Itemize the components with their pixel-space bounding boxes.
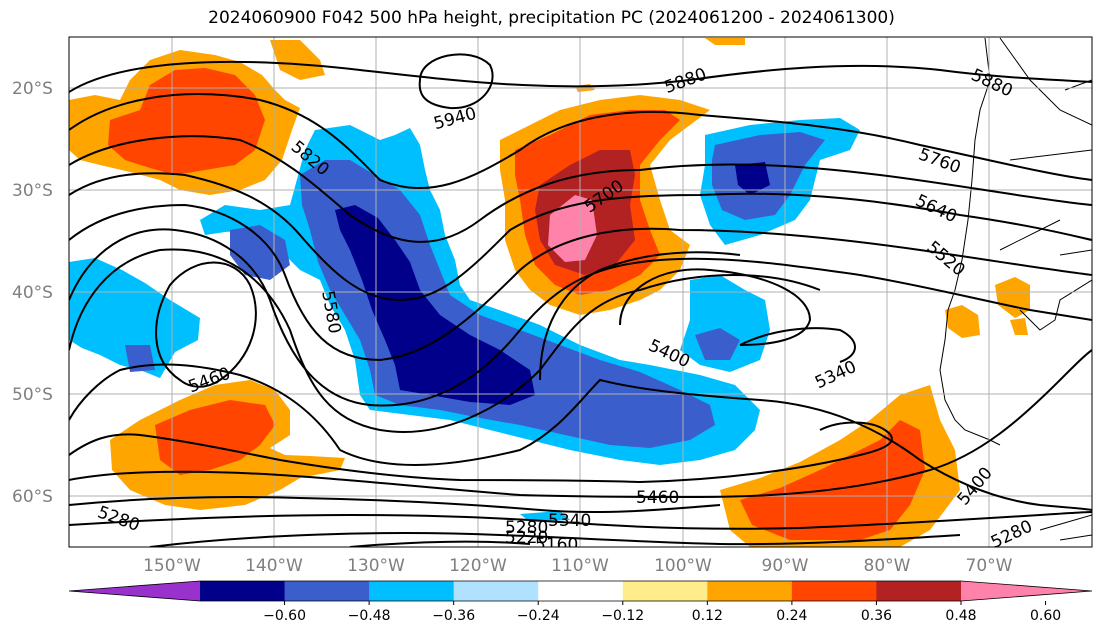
colorbar-cell — [791, 581, 877, 601]
colorbar-tick-label: 0.12 — [692, 608, 723, 624]
colorbar-cell — [369, 581, 455, 601]
colorbar-tick-label: 0.24 — [776, 608, 807, 624]
lat-label: 50°S — [12, 385, 53, 405]
lon-label: 80°W — [864, 556, 911, 576]
colorbar: −0.60 −0.48 −0.36 −0.24 −0.12 0.12 0.24 0.36 0.4… — [68, 580, 1093, 624]
colorbar-outline — [68, 580, 1093, 602]
precip-negative-field — [69, 118, 860, 522]
latitude-labels: 20°S 30°S 40°S 50°S 60°S — [12, 79, 53, 507]
lon-label: 90°W — [762, 556, 809, 576]
lat-label: 30°S — [12, 181, 53, 201]
map-title: 2024060900 F042 500 hPa height, precipit… — [208, 8, 895, 28]
colorbar-cell — [453, 581, 539, 601]
lon-label: 120°W — [449, 556, 507, 576]
lat-label: 40°S — [12, 283, 53, 303]
colorbar-tick-label: −0.24 — [517, 608, 560, 624]
coastline — [939, 37, 1092, 541]
colorbar-cell — [622, 581, 708, 601]
lon-label: 150°W — [143, 556, 201, 576]
colorbar-cell — [284, 581, 370, 601]
precip-positive-field — [69, 38, 1030, 547]
colorbar-cell — [200, 581, 286, 601]
contour-label: 5220 — [505, 528, 548, 548]
map-frame — [68, 36, 1093, 548]
lon-label: 70°W — [966, 556, 1013, 576]
colorbar-tick-label: 0.36 — [861, 608, 892, 624]
colorbar-tick-label: −0.12 — [601, 608, 644, 624]
lon-label: 100°W — [654, 556, 712, 576]
colorbar-tick-label: −0.48 — [348, 608, 391, 624]
colorbar-cell — [876, 581, 962, 601]
lat-label: 20°S — [12, 79, 53, 99]
colorbar-tick-label: 0.48 — [945, 608, 976, 624]
colorbar-cell — [961, 581, 1092, 601]
lat-label: 60°S — [12, 487, 53, 507]
lon-label: 130°W — [347, 556, 405, 576]
colorbar-cell — [538, 581, 624, 601]
colorbar-tick-label: −0.60 — [263, 608, 306, 624]
contour-label: 5460 — [636, 488, 679, 508]
lon-label: 110°W — [551, 556, 609, 576]
contour-label: 5340 — [548, 511, 591, 531]
colorbar-cell — [707, 581, 793, 601]
height-contours — [69, 53, 1092, 547]
colorbar-cell — [69, 581, 200, 601]
longitude-labels: 150°W 140°W 130°W 120°W 110°W 100°W 90°W… — [143, 556, 1013, 576]
contour-label: 5280 — [505, 518, 548, 538]
contour-label: 5160 — [535, 535, 578, 555]
colorbar-tick-label: 0.60 — [1030, 608, 1061, 624]
colorbar-tick-label: −0.36 — [432, 608, 475, 624]
lon-label: 140°W — [245, 556, 303, 576]
